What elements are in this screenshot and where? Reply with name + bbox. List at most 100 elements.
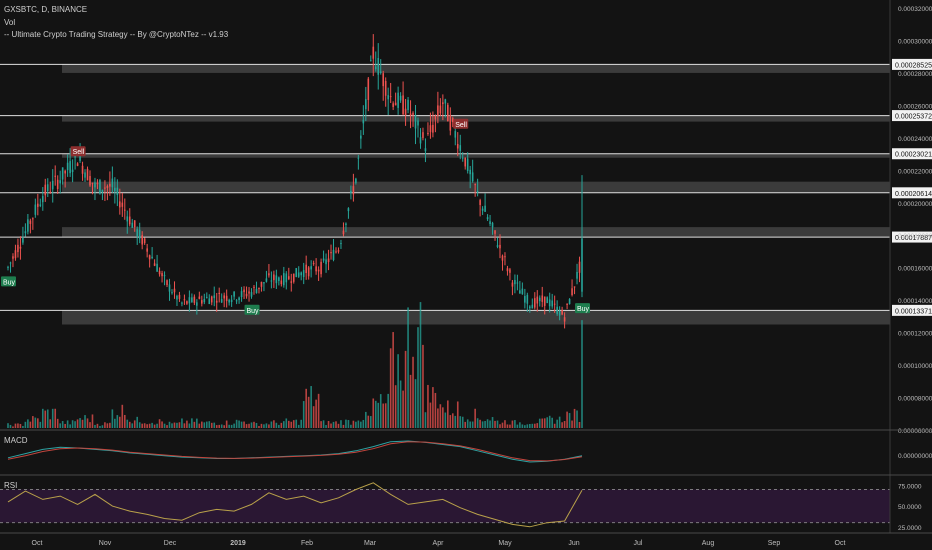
volume-bar xyxy=(89,422,91,428)
signal-buy-tag xyxy=(244,304,260,315)
candle-body xyxy=(526,294,529,304)
candle-body xyxy=(451,118,454,123)
candle-body xyxy=(128,216,131,225)
volume-bar xyxy=(46,409,49,428)
volume-bar xyxy=(382,403,385,428)
volume-bar xyxy=(123,414,126,428)
volume-bar xyxy=(166,425,168,428)
volume-bar xyxy=(402,390,404,428)
volume-bar xyxy=(437,408,439,428)
candle-body xyxy=(265,278,268,282)
volume-bar xyxy=(315,399,317,428)
candle-body xyxy=(186,301,188,304)
candle-body xyxy=(576,271,578,279)
volume-bar xyxy=(407,307,409,428)
level-value-0: 0.00028525 xyxy=(895,62,932,69)
price-tick-5: 0.00022000 xyxy=(898,168,932,175)
candle-body xyxy=(372,46,375,59)
volume-bar xyxy=(563,420,566,428)
candle-body xyxy=(330,252,332,254)
candle-body xyxy=(218,292,221,295)
candle-body xyxy=(541,295,544,302)
x-tick-6: Apr xyxy=(433,540,445,547)
volume-bar xyxy=(548,415,551,428)
volume-bar xyxy=(278,424,280,428)
candle-body xyxy=(22,237,24,243)
candle-body xyxy=(220,299,223,303)
volume-bar xyxy=(521,424,524,428)
candle-body xyxy=(41,196,44,203)
signal-buy: Buy xyxy=(3,279,16,286)
candle-body xyxy=(558,310,561,316)
candle-body xyxy=(104,187,106,189)
volume-bar xyxy=(203,422,206,428)
candle-body xyxy=(208,298,211,305)
volume-bar xyxy=(529,423,531,428)
volume-bar xyxy=(54,408,57,428)
candle-body xyxy=(168,284,171,292)
price-tick-0: 0.00032000 xyxy=(898,6,932,13)
volume-bar xyxy=(163,423,166,428)
volume-bar xyxy=(307,396,310,428)
level-tag-1 xyxy=(892,110,932,122)
candle-body xyxy=(44,184,47,196)
volume-bar xyxy=(360,421,362,428)
candle-body xyxy=(223,295,225,299)
volume-bar xyxy=(9,424,12,428)
volume-bar xyxy=(49,419,52,428)
volume-bar xyxy=(101,425,104,428)
volume-bar xyxy=(568,413,571,428)
candle-body xyxy=(449,114,452,131)
volume-bar xyxy=(161,421,163,428)
candle-body xyxy=(509,269,511,273)
volume-bar xyxy=(196,418,198,428)
volume-bar xyxy=(265,423,268,428)
volume-bar xyxy=(280,422,283,428)
rsi-tick-1: 50.0000 xyxy=(898,504,922,511)
candle-body xyxy=(434,116,437,120)
volume-bar xyxy=(29,421,32,428)
volume-bar xyxy=(297,424,300,428)
zone-4 xyxy=(62,227,890,238)
candle-body xyxy=(240,291,243,298)
candle-body xyxy=(96,182,99,185)
volume-bar xyxy=(146,424,148,428)
rsi-band xyxy=(0,489,890,523)
volume-bar xyxy=(270,421,273,428)
x-tick-7: May xyxy=(498,540,512,547)
candle-body xyxy=(178,294,181,299)
volume-bar xyxy=(449,415,452,428)
volume-bar xyxy=(332,421,335,428)
volume-bar xyxy=(581,320,583,428)
volume-bar xyxy=(551,417,553,428)
candle-body xyxy=(459,145,462,151)
candle-body xyxy=(578,261,581,273)
signal-sell-tag xyxy=(453,118,469,129)
volume-bar xyxy=(32,416,34,428)
candle-body xyxy=(163,275,166,277)
candle-body xyxy=(176,295,178,300)
volume-bar xyxy=(263,424,265,428)
volume-bar xyxy=(352,420,355,428)
candle-body xyxy=(198,296,201,299)
volume-bar xyxy=(109,422,111,428)
candle-body xyxy=(136,229,139,237)
signal-sell-tag xyxy=(70,146,86,157)
candle-body xyxy=(193,296,196,303)
signal-sell: Sell xyxy=(455,122,467,129)
candle-body xyxy=(524,296,526,303)
volume-bar xyxy=(243,421,245,428)
candle-body xyxy=(59,180,61,184)
volume-bar xyxy=(484,421,486,428)
volume-bar xyxy=(14,423,17,428)
volume-bar xyxy=(191,418,193,428)
volume-bar xyxy=(561,422,563,428)
candle-body xyxy=(491,222,494,228)
candle-body xyxy=(248,291,250,294)
volume-bar xyxy=(188,423,191,428)
candle-body xyxy=(377,58,380,75)
macd-signal-line xyxy=(7,441,583,462)
volume-bar xyxy=(417,327,419,428)
candle-body xyxy=(29,220,32,224)
